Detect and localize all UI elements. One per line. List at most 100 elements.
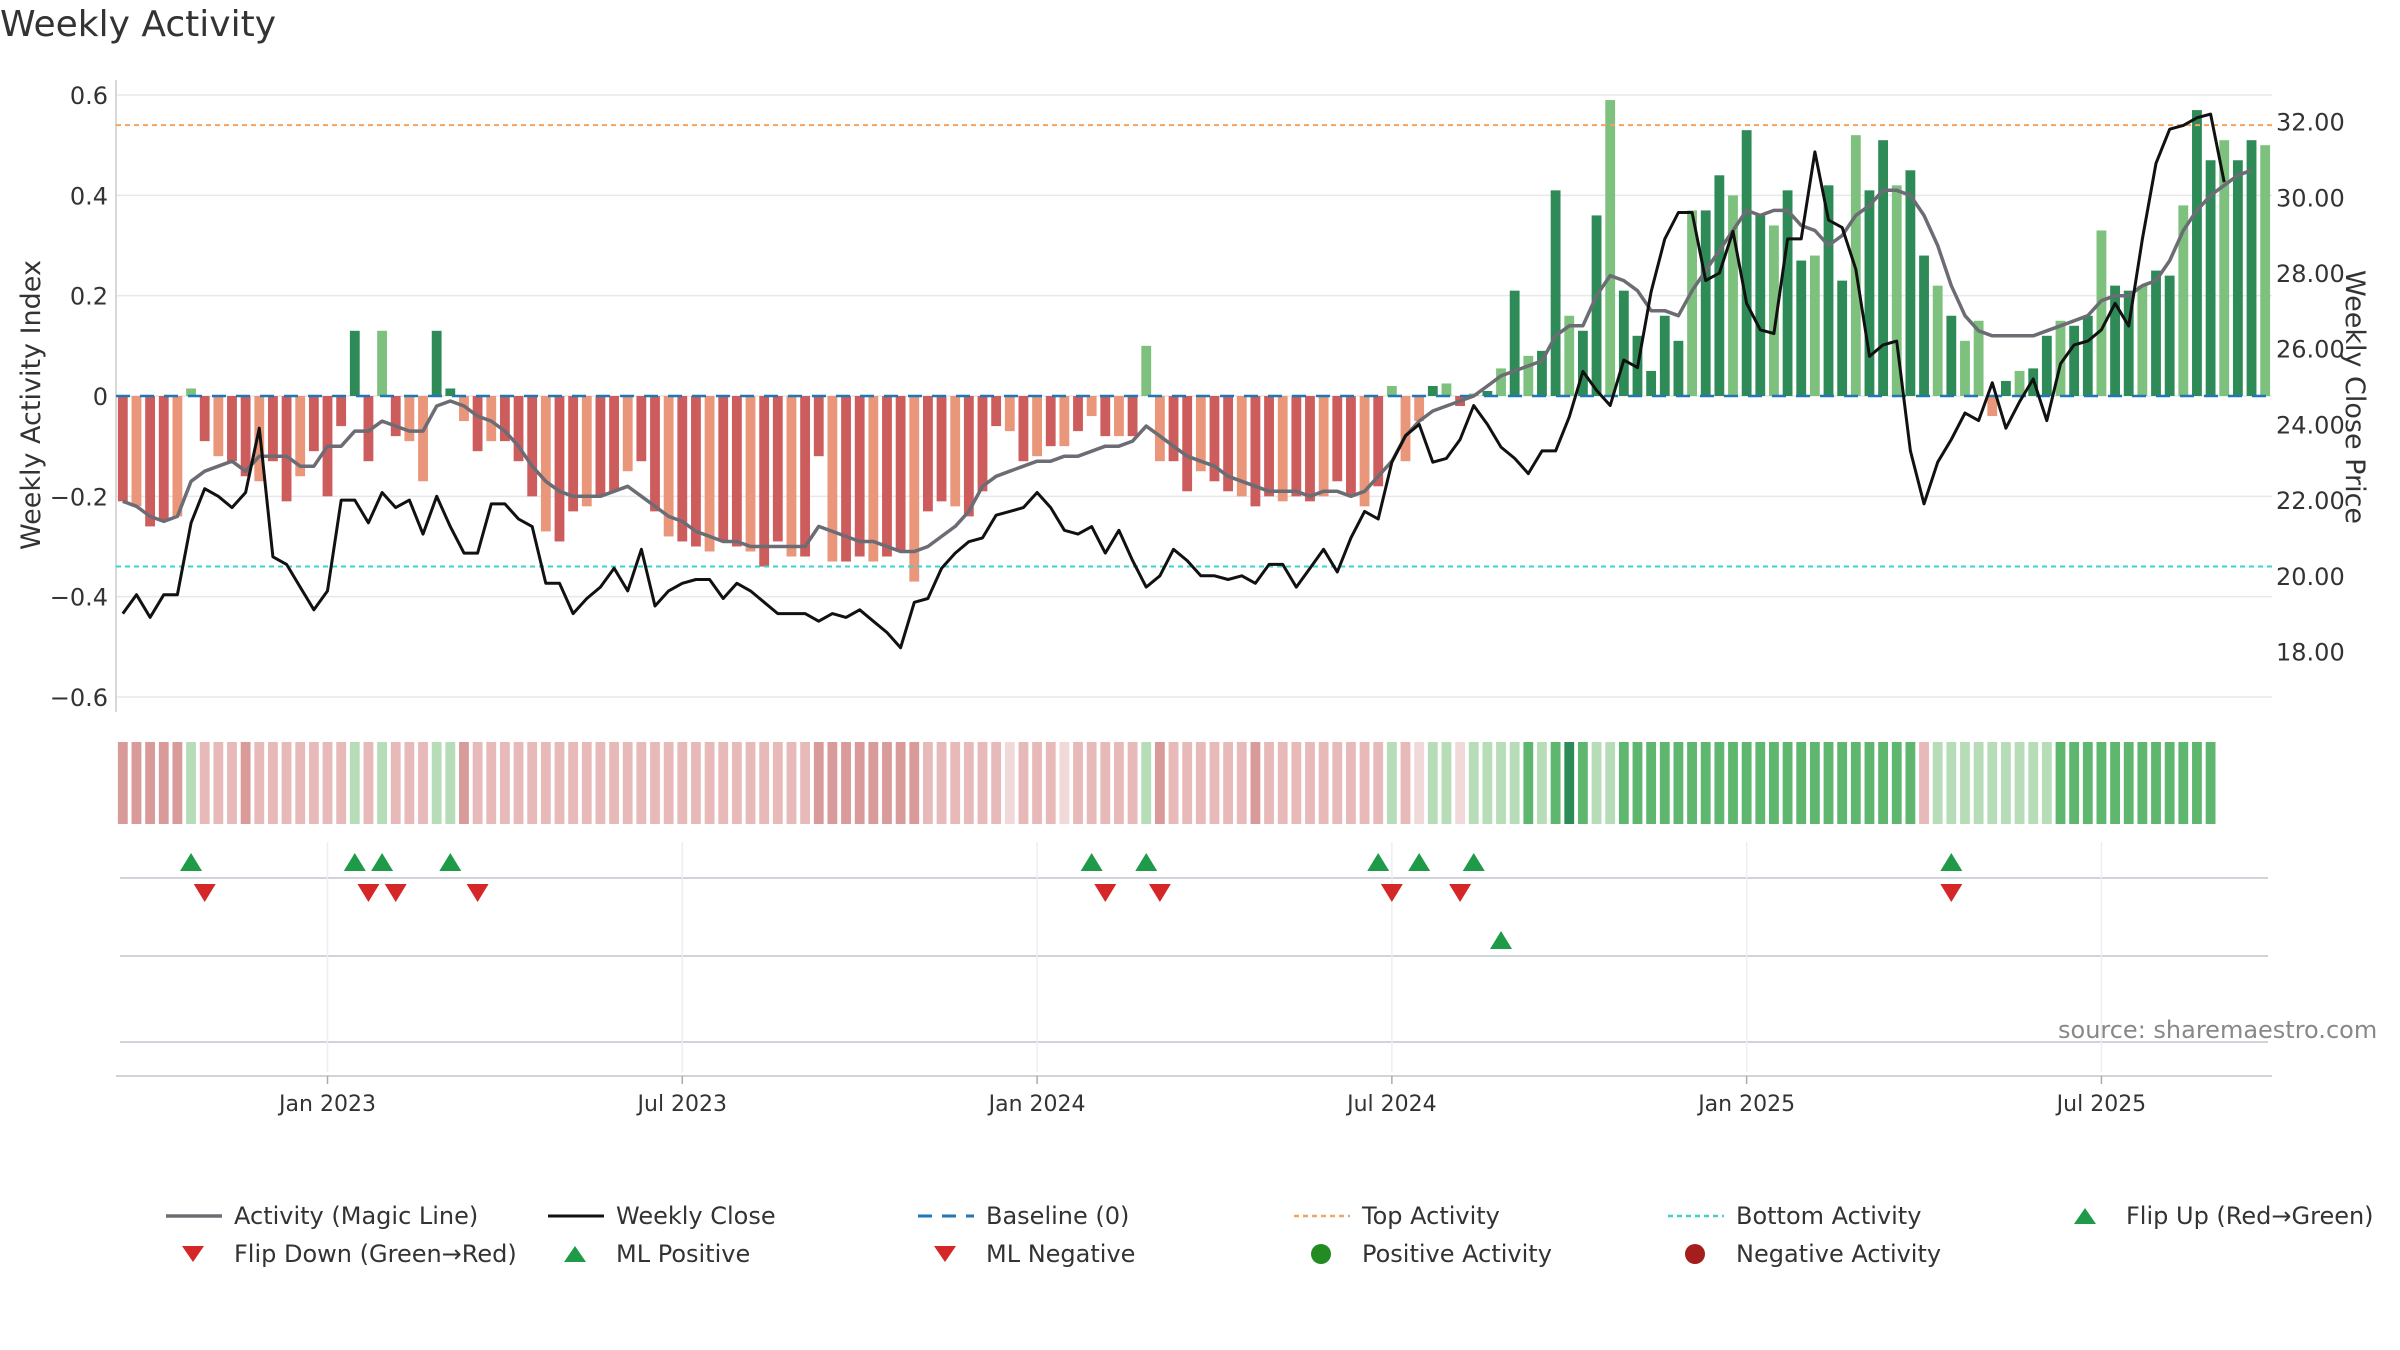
activity-bar: [1045, 396, 1056, 447]
heat-strip-cell: [609, 742, 619, 824]
heat-strip-cell: [854, 742, 865, 824]
heat-strip-cell: [1127, 742, 1138, 824]
chart-legend: Activity (Magic Line) Weekly Close Baselin…: [160, 1202, 2400, 1292]
heat-strip-cell: [1059, 742, 1070, 824]
activity-bar: [1905, 170, 1916, 396]
legend-symbol-icon: [1662, 1206, 1726, 1226]
flip-up-marker: [439, 853, 462, 871]
heat-strip-cell: [895, 742, 906, 824]
y-left-tick-label: −0.4: [50, 584, 108, 612]
activity-bar: [813, 396, 824, 457]
legend-label: Negative Activity: [1736, 1240, 1942, 1268]
heat-strip-cell: [1359, 742, 1370, 824]
y-right-tick-label: 22.00: [2276, 487, 2345, 515]
legend-item: ML Positive: [542, 1240, 750, 1268]
activity-bar: [663, 396, 674, 537]
activity-bar: [1537, 350, 1547, 396]
activity-bar: [636, 396, 647, 462]
heat-strip-cell: [650, 742, 660, 824]
activity-bar: [459, 396, 469, 422]
legend-symbol-icon: [542, 1206, 606, 1226]
heat-strip-cell: [1277, 742, 1288, 824]
activity-bar: [554, 396, 565, 542]
activity-bar: [1223, 396, 1234, 492]
activity-bar: [1496, 368, 1506, 396]
heat-strip-cell: [158, 742, 169, 824]
legend-label: Flip Up (Red→Green): [2126, 1202, 2374, 1230]
flip-up-marker: [1462, 853, 1485, 871]
heat-strip-cell: [1086, 742, 1097, 824]
legend-symbol-icon: [912, 1206, 976, 1226]
ml-positive-marker: [1490, 931, 1513, 949]
activity-bar: [609, 396, 619, 492]
x-tick-label: Jul 2025: [2055, 1092, 2147, 1117]
activity-bar: [1427, 385, 1438, 396]
activity-bar: [2082, 315, 2093, 396]
heat-strip-cell: [1154, 742, 1165, 824]
flip-down-marker: [466, 884, 489, 902]
heat-strip-cell: [1632, 742, 1643, 824]
flip-down-marker: [1148, 884, 1171, 902]
heat-strip-cell: [2055, 742, 2066, 824]
activity-bar: [1700, 210, 1711, 396]
legend-item: Flip Down (Green→Red): [160, 1240, 517, 1268]
heat-strip-cell: [172, 742, 183, 824]
y-left-tick-label: 0: [93, 383, 108, 411]
heat-strip-cell: [308, 742, 319, 824]
y-left-tick-label: −0.6: [50, 684, 108, 712]
activity-bar: [1577, 330, 1588, 396]
legend-item: Top Activity: [1288, 1202, 1500, 1230]
heat-strip-cell: [499, 742, 510, 824]
heat-strip-cell: [363, 742, 374, 824]
activity-bar: [513, 396, 524, 462]
activity-bar: [1796, 260, 1807, 396]
legend-label: Bottom Activity: [1736, 1202, 1922, 1230]
activity-bar: [1646, 370, 1657, 396]
activity-bar: [336, 396, 347, 427]
heat-strip-cell: [759, 742, 770, 824]
activity-bar: [1168, 396, 1179, 462]
heat-strip-cell: [145, 742, 156, 824]
activity-bar: [2014, 370, 2025, 396]
activity-bar: [841, 396, 851, 562]
heat-strip-cell: [1018, 742, 1029, 824]
activity-bar: [199, 396, 210, 442]
flip-down-marker: [1380, 884, 1403, 902]
heat-strip-cell: [1523, 742, 1534, 824]
legend-item: Positive Activity: [1288, 1240, 1552, 1268]
y-axis-right-title: Weekly Close Price: [2339, 270, 2370, 525]
activity-bar: [1809, 255, 1820, 396]
heat-strip-cell: [377, 742, 388, 824]
activity-bar: [936, 396, 947, 502]
heat-strip-cell: [2151, 742, 2161, 824]
heat-strip-cell: [459, 742, 469, 824]
activity-bar: [1127, 396, 1138, 437]
heat-strip-cell: [1728, 742, 1738, 824]
heat-strip-cell: [1550, 742, 1561, 824]
activity-bar: [418, 396, 428, 482]
activity-bar: [2123, 290, 2134, 396]
heat-strip-cell: [1577, 742, 1588, 824]
flip-up-marker: [1367, 853, 1390, 871]
heat-strip-cell: [349, 742, 360, 824]
heat-strip-cell: [800, 742, 811, 824]
heat-strip-cell: [1045, 742, 1056, 824]
heat-strip-cell: [1182, 742, 1193, 824]
y-left-tick-label: 0.6: [70, 82, 108, 110]
heat-strip-cell: [1605, 742, 1616, 824]
activity-heat-strip: [117, 742, 2216, 824]
activity-bar: [595, 396, 606, 497]
weekly-close-series: [121, 112, 2226, 650]
legend-item: Weekly Close: [542, 1202, 776, 1230]
activity-bar: [1714, 175, 1725, 396]
heat-strip-cell: [1591, 742, 1602, 824]
activity-bar: [2246, 140, 2257, 396]
heat-strip-cell: [2082, 742, 2093, 824]
activity-bar: [1564, 315, 1575, 396]
flip-down-marker: [193, 884, 216, 902]
heat-strip-cell: [1687, 742, 1697, 824]
activity-bar: [1891, 185, 1902, 396]
flip-down-marker: [1094, 884, 1117, 902]
